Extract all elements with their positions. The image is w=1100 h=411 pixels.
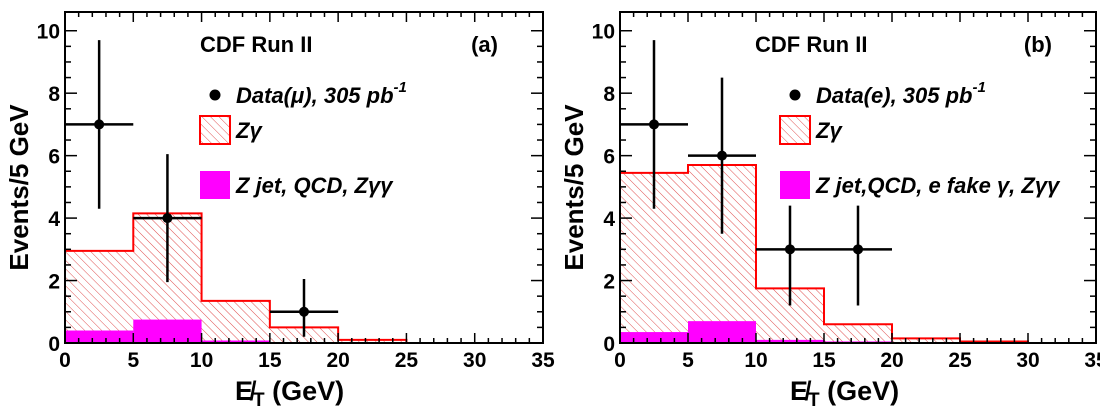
y-tick-label: 10 — [37, 21, 60, 44]
panel-b: 0 5 10 15 20 25 30 35 0 2 4 6 8 10 Events/5 GeV E̸T (Ge… — [559, 11, 1100, 411]
x-tick-label: 30 — [1016, 349, 1039, 372]
legend-bkg-label: Z jet,QCD, e fake γ, Zγγ — [815, 173, 1061, 198]
y-tick-label: 4 — [48, 208, 60, 231]
background-bar — [201, 340, 270, 343]
data-point — [133, 154, 202, 283]
y-tick-label: 10 — [592, 21, 615, 44]
background-bar — [756, 339, 824, 343]
x-axis-label-sub: T — [253, 390, 265, 411]
legend-data-sup: -1 — [394, 79, 407, 96]
x-axis-label: E̸T (GeV) — [235, 376, 344, 411]
x-axis-label-unit: (GeV) — [265, 376, 345, 406]
legend-data-sup: -1 — [973, 79, 986, 96]
legend-data-label: Data(e), 305 pb-1 — [816, 79, 986, 108]
legend-data-marker — [209, 89, 221, 101]
background-bar — [620, 332, 688, 343]
legend-data-label: Data(μ), 305 pb-1 — [236, 79, 407, 108]
x-axis-label: E̸T (GeV) — [790, 376, 899, 411]
x-tick-label: 10 — [744, 349, 767, 372]
y-tick-label: 0 — [603, 333, 615, 356]
panel-label: (b) — [1024, 32, 1052, 57]
legend-bkg-swatch — [780, 171, 810, 199]
y-axis-label: Events/5 GeV — [4, 104, 34, 271]
legend-bkg-label: Z jet, QCD, Zγγ — [235, 173, 394, 198]
signal-hatch-area — [620, 165, 1096, 343]
legend-signal-swatch — [779, 115, 811, 145]
data-marker — [717, 150, 727, 161]
x-axis-label-sub: T — [808, 390, 820, 411]
chart-title: CDF Run II — [755, 32, 867, 57]
x-tick-label: 35 — [1084, 349, 1100, 372]
chart-title: CDF Run II — [200, 32, 312, 57]
data-point — [620, 40, 688, 209]
x-tick-label: 25 — [948, 349, 972, 372]
x-axis-label-main: E̸ — [235, 376, 257, 406]
data-point — [65, 40, 134, 209]
data-marker — [94, 119, 105, 130]
data-point — [824, 205, 892, 306]
data-marker — [299, 306, 309, 317]
y-tick-label: 4 — [603, 208, 615, 231]
legend-data-marker — [789, 89, 801, 101]
y-tick-label: 2 — [48, 271, 60, 294]
x-tick-label: 10 — [190, 349, 213, 372]
y-tick-label: 2 — [603, 271, 615, 294]
x-tick-label: 15 — [258, 349, 282, 372]
data-marker — [853, 244, 863, 255]
data-marker — [649, 119, 659, 130]
data-point — [756, 205, 824, 306]
panel-a: 0 5 10 15 20 25 30 35 0 2 4 6 8 10 Events/5 GeV E̸T (Ge… — [4, 11, 555, 411]
background-bar — [133, 319, 202, 343]
legend-signal-label: Zγ — [235, 118, 263, 143]
x-tick-label: 0 — [59, 349, 71, 372]
background-bar — [65, 330, 134, 343]
y-tick-label: 6 — [48, 146, 60, 169]
data-marker — [785, 244, 795, 255]
x-tick-label: 0 — [614, 349, 626, 372]
panel-label: (a) — [471, 32, 498, 57]
data-marker — [162, 213, 173, 224]
x-tick-label: 35 — [531, 349, 555, 372]
plot-frame — [64, 11, 544, 344]
x-axis-label-unit: (GeV) — [820, 376, 900, 406]
x-tick-label: 15 — [812, 349, 836, 372]
legend-data-text: Data(e), 305 pb — [816, 83, 973, 108]
x-tick-label: 25 — [395, 349, 419, 372]
x-tick-label: 20 — [326, 349, 349, 372]
data-point — [688, 77, 756, 234]
legend-data-text: Data(μ), 305 pb — [236, 83, 394, 108]
x-axis-label-main: E̸ — [790, 376, 812, 406]
y-tick-label: 8 — [48, 83, 60, 106]
data-point — [269, 278, 339, 337]
x-tick-label: 5 — [127, 349, 139, 372]
signal-outline — [619, 164, 1096, 344]
background-bar — [688, 321, 756, 343]
x-tick-label: 5 — [682, 349, 694, 372]
x-tick-label: 30 — [463, 349, 486, 372]
y-tick-label: 8 — [603, 83, 615, 106]
y-tick-label: 6 — [603, 146, 615, 169]
plot-frame — [619, 11, 1097, 344]
signal-hatch-area — [65, 213, 543, 343]
legend-signal-swatch — [199, 115, 231, 145]
legend-bkg-swatch — [200, 171, 230, 199]
legend-signal-label: Zγ — [815, 118, 843, 143]
y-axis-label: Events/5 GeV — [559, 104, 589, 271]
y-tick-label: 0 — [48, 333, 60, 356]
x-tick-label: 20 — [880, 349, 903, 372]
